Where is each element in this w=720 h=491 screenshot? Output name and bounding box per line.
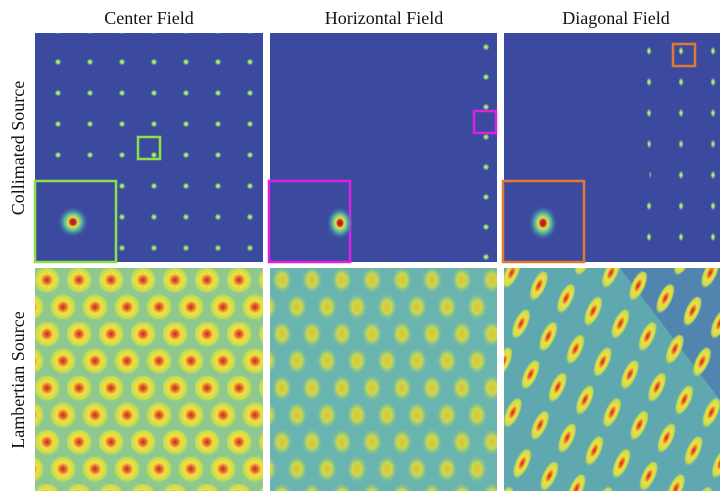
panel-lambertian-horizontal	[270, 268, 497, 491]
panel-collimated-diagonal	[503, 33, 720, 262]
panel-lambertian-center	[35, 268, 263, 491]
figure: Center Field Horizontal Field Diagonal F…	[0, 0, 720, 491]
column-title: Center Field	[104, 8, 193, 28]
row-title: Collimated Source	[8, 81, 28, 215]
column-title: Diagonal Field	[562, 8, 669, 28]
column-title: Horizontal Field	[325, 8, 443, 28]
panel-collimated-horizontal	[269, 33, 497, 262]
panel-lambertian-diagonal	[504, 268, 720, 491]
panel-collimated-center	[35, 33, 263, 262]
row-title: Lambertian Source	[8, 311, 28, 448]
